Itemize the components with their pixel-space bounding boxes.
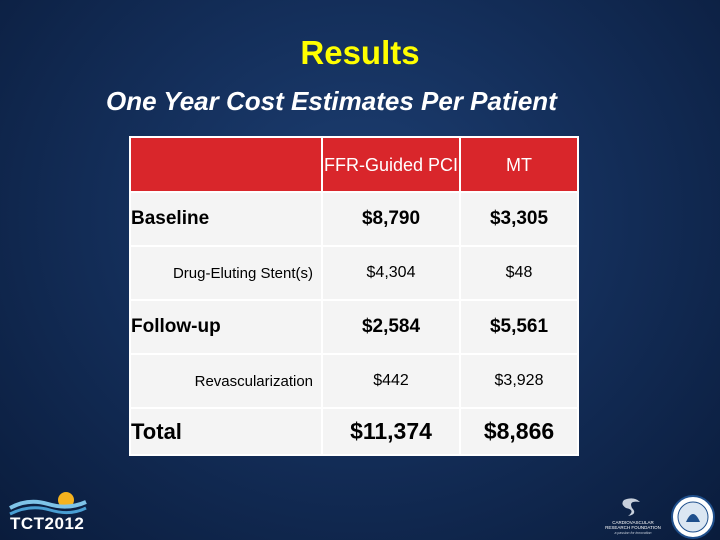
header-mt: MT [459, 136, 579, 193]
table-row: Total $11,374 $8,866 [129, 407, 579, 456]
cell-revasc-mt: $3,928 [459, 353, 579, 409]
row-label-follow-up: Follow-up [129, 299, 323, 355]
seal-icon [671, 495, 715, 539]
table-row: Drug-Eluting Stent(s) $4,304 $48 [129, 245, 579, 301]
row-label-drug-eluting-stents: Drug-Eluting Stent(s) [129, 245, 323, 301]
cell-total-mt: $8,866 [459, 407, 579, 456]
slide-title: Results [300, 34, 420, 71]
cell-des-ffr: $4,304 [321, 245, 461, 301]
header-ffr-guided-pci: FFR-Guided PCI [321, 136, 461, 193]
tct-logo-icon [9, 492, 87, 516]
crf-line-2: RESEARCH FOUNDATION [605, 525, 661, 530]
crf-line-3: a passion for innovation [615, 531, 652, 535]
cell-des-mt: $48 [459, 245, 579, 301]
row-label-revascularization: Revascularization [129, 353, 323, 409]
table-header-row: FFR-Guided PCI MT [129, 136, 579, 193]
row-label-baseline: Baseline [129, 191, 323, 247]
table-row: Follow-up $2,584 $5,561 [129, 299, 579, 355]
crf-line-1: CARDIOVASCULAR [612, 520, 654, 525]
cell-followup-ffr: $2,584 [321, 299, 461, 355]
table-row: Baseline $8,790 $3,305 [129, 191, 579, 247]
cell-baseline-mt: $3,305 [459, 191, 579, 247]
table-row: Revascularization $442 $3,928 [129, 353, 579, 409]
cell-total-ffr: $11,374 [321, 407, 461, 456]
tct2012-logo-text: TCT2012 [10, 514, 85, 533]
results-table: FFR-Guided PCI MT Baseline $8,790 $3,305… [129, 136, 579, 456]
slide-subtitle: One Year Cost Estimates Per Patient [106, 86, 557, 116]
crf-logo-icon: CARDIOVASCULAR RESEARCH FOUNDATION a pas… [605, 498, 661, 535]
header-empty-cell [129, 136, 323, 193]
cell-followup-mt: $5,561 [459, 299, 579, 355]
row-label-total: Total [129, 407, 323, 456]
cell-revasc-ffr: $442 [321, 353, 461, 409]
cell-baseline-ffr: $8,790 [321, 191, 461, 247]
